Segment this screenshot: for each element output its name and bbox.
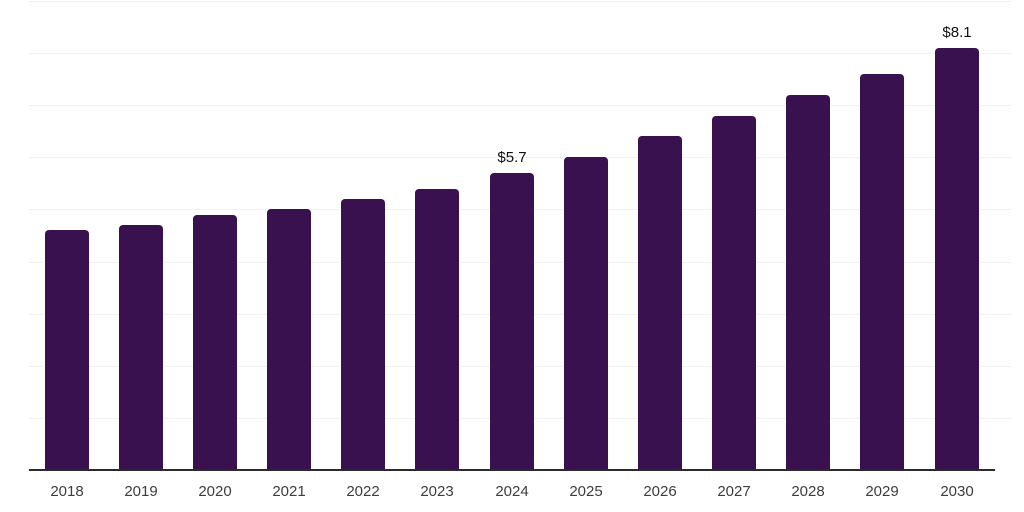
x-axis-label-2023: 2023 xyxy=(420,483,454,500)
bar-2024 xyxy=(490,173,534,470)
x-axis-label-2024: 2024 xyxy=(495,483,529,500)
x-axis-label-2019: 2019 xyxy=(124,483,158,500)
bar-2025 xyxy=(564,157,608,470)
x-axis-label-2018: 2018 xyxy=(50,483,84,500)
bar-2028 xyxy=(786,95,830,470)
bar-2030 xyxy=(935,48,979,470)
data-label-2024: $5.7 xyxy=(497,149,527,166)
x-axis-label-2027: 2027 xyxy=(717,483,751,500)
bar-2019 xyxy=(119,225,163,470)
x-axis-label-2026: 2026 xyxy=(643,483,677,500)
x-axis-label-2022: 2022 xyxy=(346,483,380,500)
bar-2027 xyxy=(712,116,756,470)
bar-2022 xyxy=(341,199,385,470)
x-axis-label-2021: 2021 xyxy=(272,483,306,500)
gridline xyxy=(29,53,1012,54)
bar-2026 xyxy=(638,136,682,470)
gridline xyxy=(29,1,1012,2)
x-axis-line xyxy=(29,469,995,471)
bar-2020 xyxy=(193,215,237,470)
bar-2018 xyxy=(45,230,89,470)
bar-2029 xyxy=(860,74,904,470)
x-axis-label-2025: 2025 xyxy=(569,483,603,500)
gridline xyxy=(29,105,1012,106)
x-axis-label-2030: 2030 xyxy=(940,483,974,500)
x-axis-label-2028: 2028 xyxy=(791,483,825,500)
data-label-2030: $8.1 xyxy=(942,24,972,41)
x-axis-label-2020: 2020 xyxy=(198,483,232,500)
bar-2021 xyxy=(267,209,311,470)
x-axis-label-2029: 2029 xyxy=(865,483,899,500)
bar-2023 xyxy=(415,189,459,470)
gridline xyxy=(29,157,1012,158)
